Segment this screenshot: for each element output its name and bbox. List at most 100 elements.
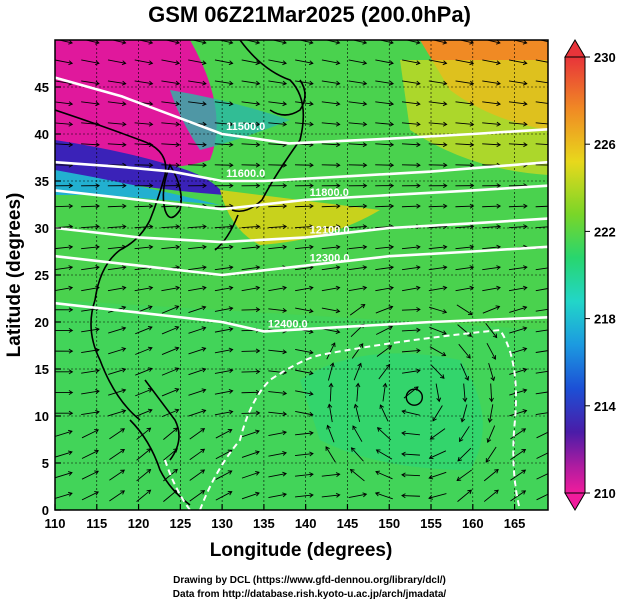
wind-arrow [431, 40, 447, 44]
wind-arrow [457, 324, 472, 337]
wind-arrowhead [335, 472, 341, 478]
wind-arrowhead [523, 142, 528, 148]
wind-arrowhead [147, 326, 153, 331]
wind-arrow [509, 389, 527, 396]
wind-arrowhead [282, 80, 288, 86]
wind-arrow [402, 287, 420, 292]
wind-arrowhead [416, 265, 421, 271]
wind-arrowhead [429, 435, 435, 440]
wind-arrow [485, 323, 498, 338]
wind-arrow [401, 370, 420, 374]
wind-arrowhead [68, 328, 74, 333]
wind-arrow [430, 428, 446, 440]
wind-arrowhead [469, 40, 475, 45]
wind-arrowhead [121, 121, 127, 127]
wind-arrowhead [309, 183, 314, 189]
wind-arrowhead [95, 244, 100, 250]
wind-arrow [215, 470, 232, 480]
wind-arrow [482, 266, 501, 271]
wind-arrowhead [200, 448, 206, 454]
wind-arrow [321, 205, 340, 208]
wind-arrowhead [122, 142, 127, 148]
wind-arrowhead [550, 122, 554, 126]
wind-arrow [483, 489, 499, 502]
coastline-philippines [144, 379, 180, 461]
chart-title: GSM 06Z21Mar2025 (200.0hPa) [148, 2, 471, 27]
wind-arrowhead [467, 332, 472, 337]
wind-arrow [55, 430, 73, 437]
wind-arrow [135, 388, 153, 397]
wind-arrowhead [309, 430, 314, 436]
wind-arrow [161, 80, 180, 85]
wind-arrow [321, 122, 340, 125]
wind-arrow [428, 493, 447, 499]
wind-arrow [295, 287, 313, 292]
wind-arrow [375, 59, 394, 64]
wind-arrow [241, 59, 260, 64]
wind-arrowhead [442, 203, 448, 209]
wind-arrowhead [255, 285, 261, 291]
wind-arrowhead [415, 285, 421, 291]
wind-arrow [81, 205, 100, 208]
wind-arrowhead [432, 416, 437, 422]
wind-arrow [348, 225, 367, 229]
wind-arrowhead [146, 448, 152, 453]
wind-arrow [321, 473, 340, 477]
wind-arrow [268, 431, 287, 437]
wind-arrowhead [522, 40, 528, 45]
wind-arrow [327, 363, 334, 381]
wind-arrow [429, 471, 447, 479]
wind-arrowhead [442, 121, 448, 127]
wind-arrowhead [436, 397, 442, 403]
wind-arrow [161, 409, 179, 418]
cold-pool-magenta [55, 40, 217, 168]
wind-arrowhead [496, 40, 501, 45]
wind-arrowhead [201, 367, 207, 373]
wind-arrow [214, 225, 233, 229]
wind-arrow [134, 225, 153, 229]
wind-arrowhead [350, 447, 356, 452]
wind-arrow [81, 450, 99, 459]
wind-arrow [326, 342, 336, 360]
wind-arrowhead [95, 183, 100, 189]
wind-arrow [188, 347, 206, 355]
wind-arrowhead [362, 60, 368, 66]
wind-arrowhead [550, 204, 554, 208]
wind-arrowhead [415, 60, 421, 66]
y-tick-label: 25 [35, 268, 49, 283]
wind-arrow [163, 469, 178, 482]
wind-arrow [55, 451, 73, 458]
wind-arrowhead [282, 430, 287, 436]
wind-arrowhead [491, 355, 497, 360]
wind-arrow [161, 205, 180, 208]
wind-arrowhead [522, 265, 528, 271]
wind-arrowhead [415, 40, 421, 45]
wind-arrowhead [549, 471, 553, 475]
wind-arrowhead [68, 265, 74, 271]
wind-arrowhead [335, 224, 341, 230]
wind-arrow [482, 122, 501, 125]
wind-arrow [268, 122, 287, 125]
wind-arrow [456, 304, 473, 316]
wind-arrowhead [202, 80, 207, 86]
wind-arrow [214, 205, 233, 208]
wind-arrow [214, 59, 233, 64]
wind-arrowhead [428, 495, 433, 500]
wind-arrowhead [95, 285, 100, 291]
wind-arrowhead [523, 101, 528, 107]
y-tick-label: 40 [35, 127, 49, 142]
wind-arrowhead [442, 285, 448, 291]
wind-arrowhead [68, 121, 74, 127]
wind-arrow [354, 404, 361, 423]
wind-arrowhead [95, 60, 100, 66]
wind-arrow [535, 80, 548, 84]
wind-arrowhead [282, 121, 288, 127]
wind-arrow [214, 287, 233, 292]
wind-arrow [109, 449, 125, 460]
wind-arrowhead [121, 347, 127, 352]
wind-arrowhead [416, 203, 421, 209]
wind-arrowhead [68, 142, 74, 148]
wind-arrowhead [442, 60, 448, 66]
wind-arrowhead [416, 162, 421, 168]
